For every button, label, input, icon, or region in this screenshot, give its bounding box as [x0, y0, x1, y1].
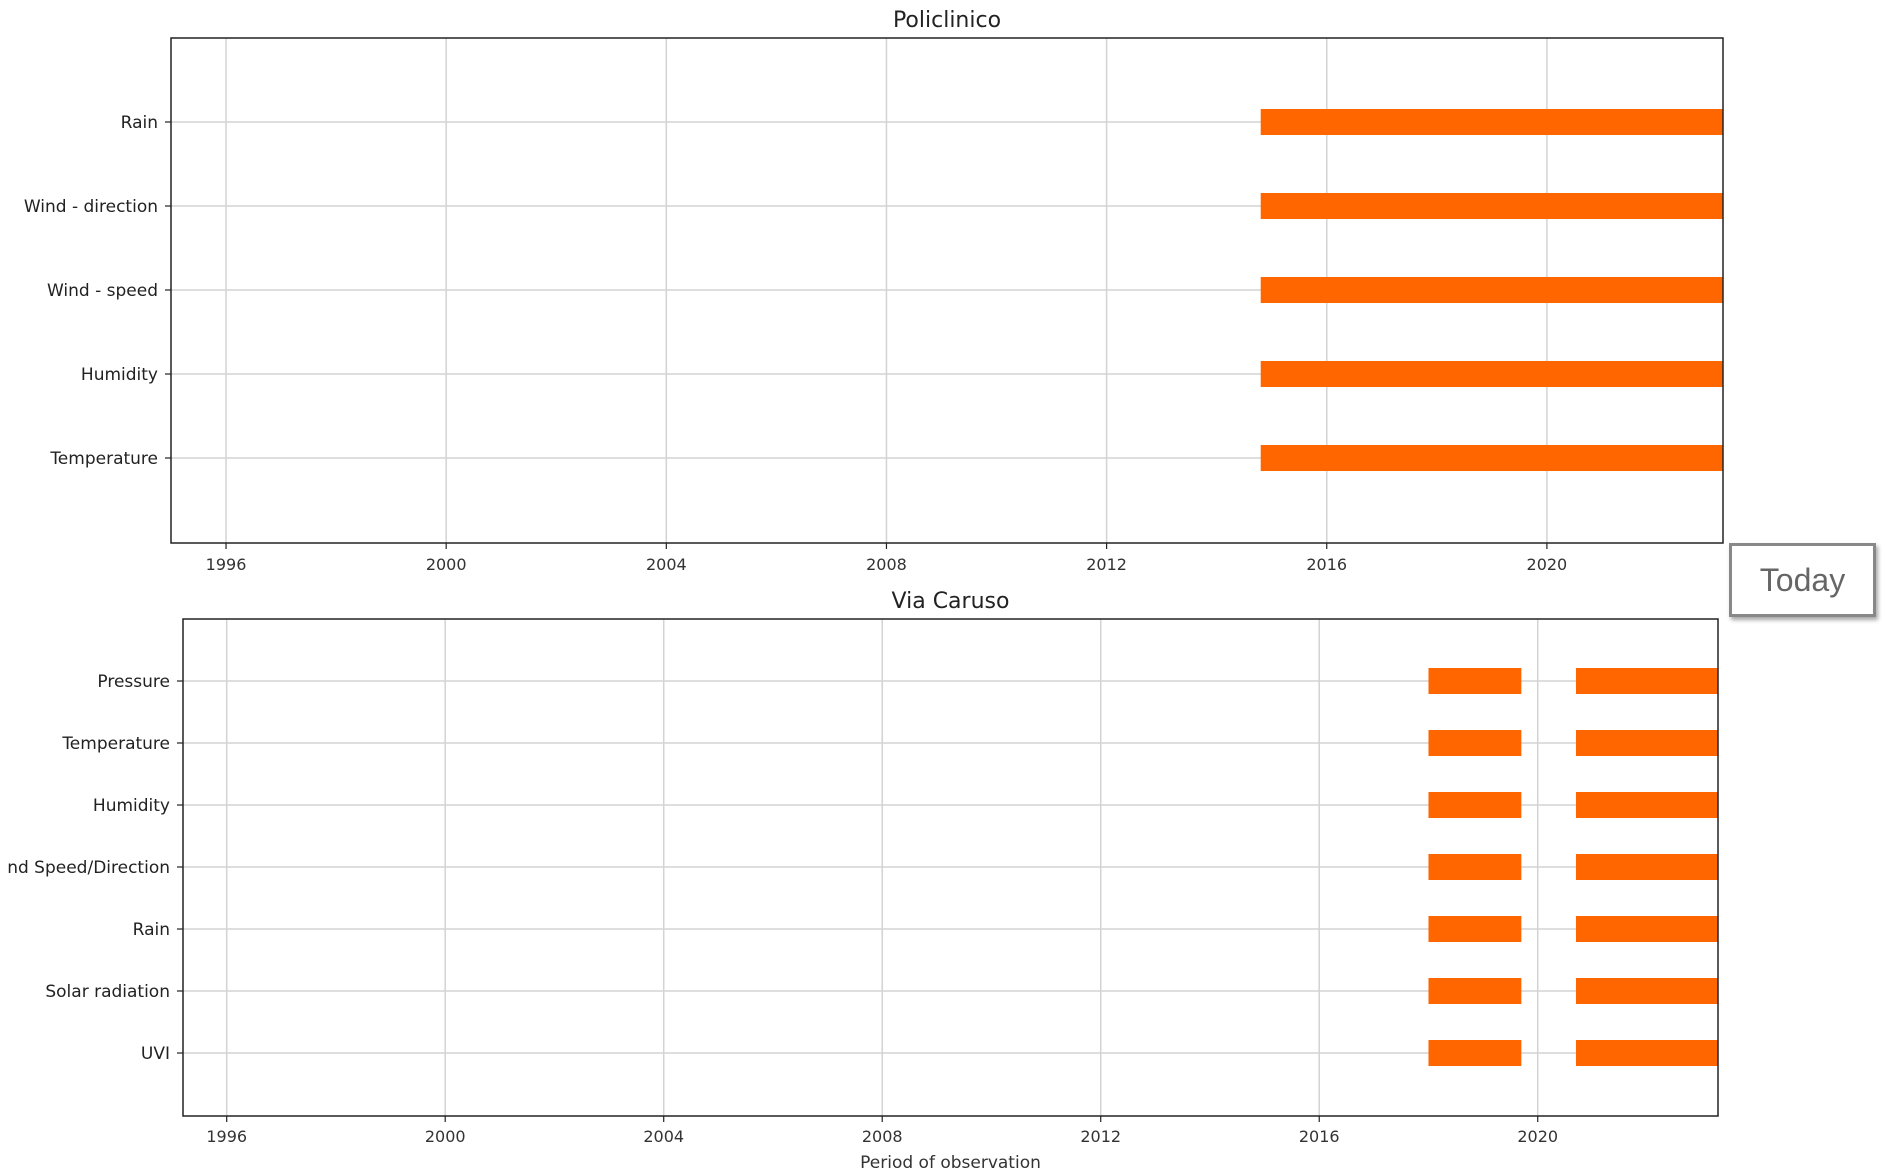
x-tick-label: 2008 — [866, 555, 907, 574]
x-tick-label: 2012 — [1086, 555, 1127, 574]
x-tick-label: 2004 — [643, 1127, 684, 1146]
y-tick-label: Pressure — [97, 672, 170, 692]
interval-bar — [1575, 916, 1718, 942]
interval-bar — [1575, 668, 1718, 694]
y-tick-label: nd Speed/Direction — [7, 858, 170, 878]
interval-bar — [1260, 193, 1723, 219]
x-tick-label: 2004 — [646, 555, 687, 574]
interval-bar — [1428, 916, 1522, 942]
interval-bar — [1260, 277, 1723, 303]
interval-bar — [1428, 1040, 1522, 1066]
interval-bar — [1428, 668, 1522, 694]
y-tick-label: Rain — [121, 113, 158, 133]
plot-frame — [170, 37, 1724, 544]
x-tick-label: 2016 — [1299, 1127, 1340, 1146]
chart-title: Policlinico — [893, 8, 1001, 33]
interval-bar — [1428, 730, 1522, 756]
interval-bar — [1428, 854, 1522, 880]
interval-bar — [1575, 854, 1718, 880]
x-tick-label: 2012 — [1080, 1127, 1121, 1146]
y-tick-label: Wind - speed — [47, 281, 158, 301]
plot-frame — [182, 618, 1719, 1117]
interval-bar — [1575, 730, 1718, 756]
x-tick-label: 2008 — [862, 1127, 903, 1146]
y-tick-label: Rain — [133, 920, 170, 940]
interval-bar — [1428, 792, 1522, 818]
y-tick-label: Solar radiation — [45, 982, 170, 1002]
y-tick-label: Humidity — [81, 365, 158, 385]
x-tick-label: 2000 — [426, 555, 467, 574]
interval-bar — [1575, 1040, 1718, 1066]
interval-bar — [1260, 445, 1723, 471]
x-tick-label: 1996 — [206, 555, 247, 574]
today-button[interactable]: Today — [1729, 543, 1876, 617]
x-tick-label: 1996 — [206, 1127, 247, 1146]
x-tick-label: 2020 — [1517, 1127, 1558, 1146]
interval-bar — [1575, 978, 1718, 1004]
x-tick-label: 2020 — [1527, 555, 1568, 574]
interval-bar — [1260, 109, 1723, 135]
chart-title: Via Caruso — [892, 589, 1010, 614]
x-axis-label: Period of observation — [860, 1153, 1041, 1172]
interval-bar — [1575, 792, 1718, 818]
interval-bar — [1260, 361, 1723, 387]
x-tick-label: 2016 — [1306, 555, 1347, 574]
interval-bar — [1428, 978, 1522, 1004]
y-tick-label: Temperature — [61, 734, 170, 754]
y-tick-label: Wind - direction — [24, 197, 158, 217]
y-tick-label: Temperature — [49, 449, 158, 469]
x-tick-label: 2000 — [425, 1127, 466, 1146]
y-tick-label: Humidity — [93, 796, 170, 816]
y-tick-label: UVI — [141, 1044, 170, 1064]
